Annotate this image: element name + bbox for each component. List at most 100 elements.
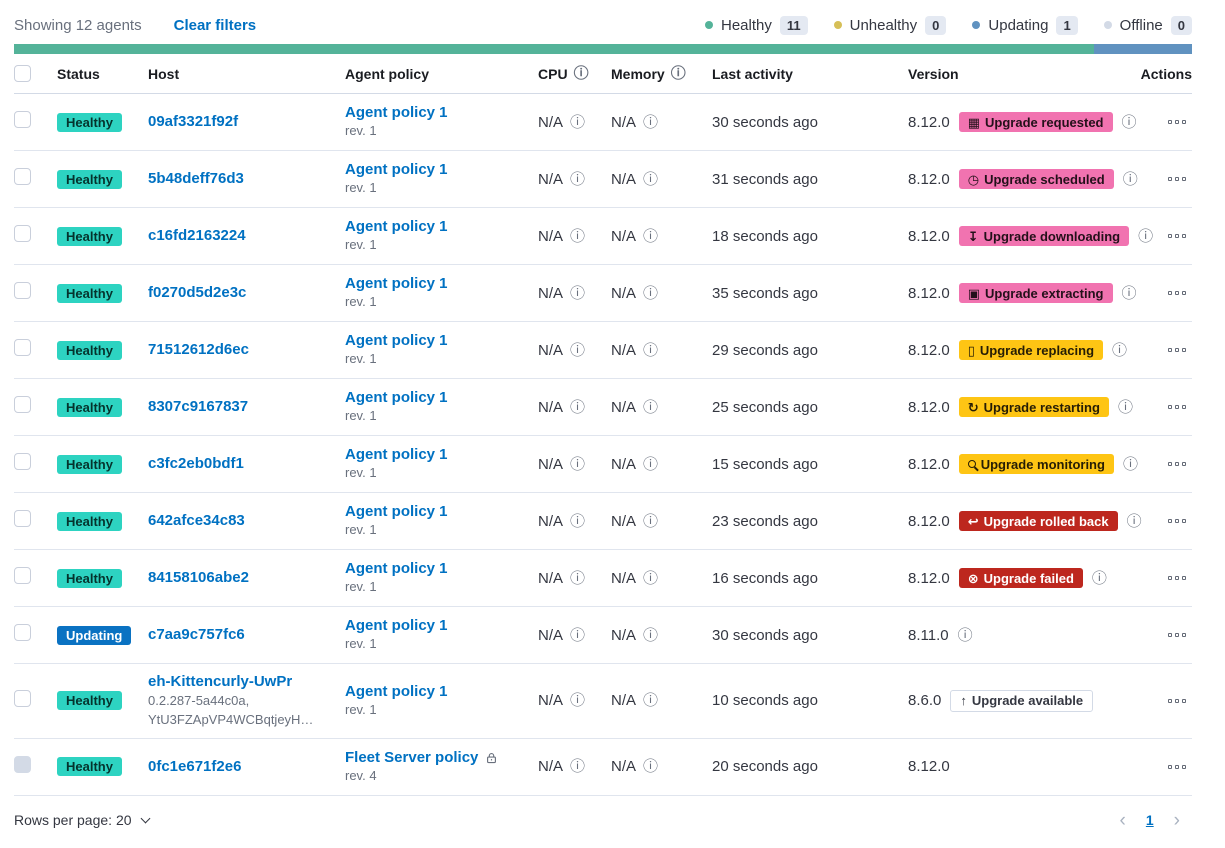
row-checkbox[interactable] [14, 689, 31, 707]
memory-info-icon[interactable]: ⓘ [670, 65, 686, 82]
memory-value-info-icon[interactable]: ⓘ [643, 341, 659, 359]
memory-value-info-icon[interactable]: ⓘ [643, 170, 659, 188]
host-link[interactable]: c7aa9c757fc6 [148, 626, 245, 643]
row-checkbox[interactable] [14, 396, 31, 413]
cpu-value-info-icon[interactable]: ⓘ [570, 113, 586, 131]
cpu-value-info-icon[interactable]: ⓘ [570, 692, 586, 710]
agent-policy-link[interactable]: Fleet Server policy [345, 748, 479, 766]
memory-value-info-icon[interactable]: ⓘ [643, 512, 659, 530]
row-actions-button[interactable] [1166, 628, 1188, 642]
agent-policy-link[interactable]: Agent policy 1 [345, 503, 448, 521]
host-link[interactable]: 09af3321f92f [148, 113, 239, 130]
cpu-value-info-icon[interactable]: ⓘ [570, 170, 586, 188]
next-page-button[interactable]: › [1173, 809, 1180, 831]
upgrade-info-icon[interactable]: ⓘ [1122, 455, 1138, 473]
cpu-value-info-icon[interactable]: ⓘ [570, 512, 586, 530]
cpu-value-info-icon[interactable]: ⓘ [570, 626, 586, 644]
cpu-value-info-icon[interactable]: ⓘ [570, 455, 586, 473]
cpu-value-info-icon[interactable]: ⓘ [570, 341, 586, 359]
boxes-horizontal-icon [1168, 234, 1172, 238]
row-actions-button[interactable] [1166, 400, 1188, 414]
cpu-value-info-icon[interactable]: ⓘ [570, 398, 586, 416]
row-actions-button[interactable] [1166, 457, 1188, 471]
agent-policy-link[interactable]: Agent policy 1 [345, 332, 448, 350]
cpu-value-info-icon[interactable]: ⓘ [570, 569, 586, 587]
upgrade-info-icon[interactable]: ⓘ [1122, 170, 1138, 188]
cpu-value-info-icon[interactable]: ⓘ [570, 284, 586, 302]
host-link[interactable]: 84158106abe2 [148, 569, 249, 586]
host-link[interactable]: 642afce34c83 [148, 512, 245, 529]
cpu-value-info-icon[interactable]: ⓘ [570, 227, 586, 245]
row-checkbox[interactable] [14, 453, 31, 470]
select-all-checkbox[interactable] [14, 65, 31, 82]
memory-value-info-icon[interactable]: ⓘ [643, 455, 659, 473]
host-link[interactable]: 8307c9167837 [148, 398, 249, 415]
row-checkbox[interactable] [14, 624, 31, 641]
row-actions-button[interactable] [1166, 694, 1188, 708]
row-checkbox[interactable] [14, 111, 31, 128]
row-checkbox[interactable] [14, 510, 31, 527]
upgrade-info-icon[interactable]: ⓘ [1121, 284, 1137, 302]
memory-value-info-icon[interactable]: ⓘ [643, 398, 659, 416]
row-actions-button[interactable] [1166, 229, 1188, 243]
upgrade-info-icon[interactable]: ⓘ [1138, 227, 1154, 245]
row-checkbox[interactable] [14, 282, 31, 299]
boxes-horizontal-icon [1168, 633, 1172, 637]
upgrade-status-icon: ⊗ [967, 570, 979, 586]
row-actions-button[interactable] [1166, 571, 1188, 585]
host-link[interactable]: c16fd2163224 [148, 227, 246, 244]
agent-policy-link[interactable]: Agent policy 1 [345, 161, 448, 179]
cpu-value-info-icon[interactable]: ⓘ [570, 758, 586, 776]
upgrade-info-icon[interactable]: ⓘ [957, 626, 973, 644]
agent-policy-link[interactable]: Agent policy 1 [345, 104, 448, 122]
agent-policy-link[interactable]: Agent policy 1 [345, 560, 448, 578]
upgrade-status-label: Upgrade restarting [983, 399, 1100, 415]
memory-value-info-icon[interactable]: ⓘ [643, 626, 659, 644]
previous-page-button[interactable]: ‹ [1119, 809, 1126, 831]
row-actions-button[interactable] [1166, 172, 1188, 186]
host-link[interactable]: 5b48deff76d3 [148, 170, 244, 187]
upgrade-info-icon[interactable]: ⓘ [1126, 512, 1142, 530]
clear-filters-link[interactable]: Clear filters [173, 16, 257, 34]
upgrade-info-icon[interactable]: ⓘ [1121, 113, 1137, 131]
upgrade-status-label: Upgrade available [971, 693, 1084, 709]
host-link[interactable]: eh-Kittencurly-UwPr [148, 673, 293, 690]
memory-value-info-icon[interactable]: ⓘ [643, 758, 659, 776]
memory-value-info-icon[interactable]: ⓘ [643, 692, 659, 710]
agent-policy-link[interactable]: Agent policy 1 [345, 446, 448, 464]
rows-per-page-button[interactable]: Rows per page: 20 [14, 812, 150, 828]
row-actions-button[interactable] [1166, 514, 1188, 528]
row-checkbox[interactable] [14, 168, 31, 185]
page-number-1[interactable]: 1 [1145, 812, 1154, 829]
cpu-value: N/A [538, 341, 564, 359]
memory-value-info-icon[interactable]: ⓘ [643, 569, 659, 587]
row-actions-button[interactable] [1166, 760, 1188, 774]
upgrade-info-icon[interactable]: ⓘ [1091, 569, 1107, 587]
row-checkbox[interactable] [14, 567, 31, 584]
agent-policy-link[interactable]: Agent policy 1 [345, 617, 448, 635]
host-link[interactable]: c3fc2eb0bdf1 [148, 455, 244, 472]
host-link[interactable]: f0270d5d2e3c [148, 284, 247, 301]
memory-value-info-icon[interactable]: ⓘ [643, 227, 659, 245]
host-link[interactable]: 71512612d6ec [148, 341, 249, 358]
agent-policy-link[interactable]: Agent policy 1 [345, 389, 448, 407]
upgrade-info-icon[interactable]: ⓘ [1112, 341, 1128, 359]
status-badge: Healthy [57, 112, 122, 132]
agent-policy-link[interactable]: Agent policy 1 [345, 682, 448, 700]
agent-policy-link[interactable]: Agent policy 1 [345, 275, 448, 293]
col-header-policy: Agent policy [345, 65, 430, 82]
cpu-info-icon[interactable]: ⓘ [573, 65, 589, 82]
upgrade-status-icon: ▦ [967, 114, 981, 130]
row-checkbox[interactable] [14, 339, 31, 356]
row-checkbox[interactable] [14, 225, 31, 242]
row-actions-button[interactable] [1166, 343, 1188, 357]
memory-value-info-icon[interactable]: ⓘ [643, 284, 659, 302]
policy-revision: rev. 1 [345, 579, 377, 595]
host-link[interactable]: 0fc1e671f2e6 [148, 757, 242, 775]
upgrade-status-label: Upgrade monitoring [980, 456, 1105, 472]
upgrade-info-icon[interactable]: ⓘ [1117, 398, 1133, 416]
agent-policy-link[interactable]: Agent policy 1 [345, 218, 448, 236]
memory-value-info-icon[interactable]: ⓘ [643, 113, 659, 131]
row-actions-button[interactable] [1166, 115, 1188, 129]
row-actions-button[interactable] [1166, 286, 1188, 300]
